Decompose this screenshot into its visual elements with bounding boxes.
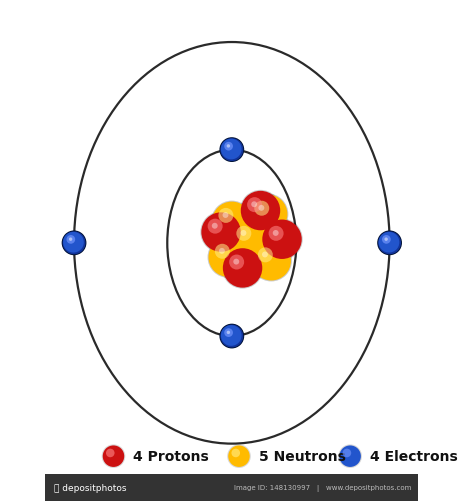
Circle shape xyxy=(211,201,253,242)
Circle shape xyxy=(219,248,225,255)
Circle shape xyxy=(212,223,218,229)
Circle shape xyxy=(215,244,230,259)
Circle shape xyxy=(220,325,243,348)
Circle shape xyxy=(208,219,223,234)
Circle shape xyxy=(241,191,280,231)
Circle shape xyxy=(262,220,302,260)
Circle shape xyxy=(247,194,288,235)
Circle shape xyxy=(338,444,362,468)
Circle shape xyxy=(377,231,402,256)
Text: 4 Electrons: 4 Electrons xyxy=(370,449,457,463)
Circle shape xyxy=(106,449,115,457)
Circle shape xyxy=(227,444,251,468)
Circle shape xyxy=(201,213,241,253)
Circle shape xyxy=(66,235,75,244)
Circle shape xyxy=(221,139,242,160)
Circle shape xyxy=(233,259,239,265)
Circle shape xyxy=(254,201,269,216)
Circle shape xyxy=(103,445,124,467)
Circle shape xyxy=(227,331,230,335)
Circle shape xyxy=(222,247,263,289)
Circle shape xyxy=(229,219,271,261)
Circle shape xyxy=(224,329,233,337)
Circle shape xyxy=(230,220,269,260)
Circle shape xyxy=(240,230,246,236)
Circle shape xyxy=(212,202,252,241)
Circle shape xyxy=(69,238,73,241)
Circle shape xyxy=(247,198,262,213)
Circle shape xyxy=(221,326,242,346)
Circle shape xyxy=(382,235,391,244)
Circle shape xyxy=(219,324,244,349)
Circle shape xyxy=(252,241,291,281)
Circle shape xyxy=(101,444,125,468)
Circle shape xyxy=(208,237,249,279)
Circle shape xyxy=(209,238,248,278)
Circle shape xyxy=(231,449,240,457)
Circle shape xyxy=(237,226,251,241)
Circle shape xyxy=(201,212,242,254)
Circle shape xyxy=(228,445,250,467)
Circle shape xyxy=(223,248,262,288)
Text: ⓓ depositphotos: ⓓ depositphotos xyxy=(55,483,127,492)
Bar xyxy=(46,474,418,501)
Circle shape xyxy=(269,226,283,241)
Circle shape xyxy=(343,449,351,457)
Circle shape xyxy=(223,212,228,218)
Circle shape xyxy=(229,255,244,270)
Circle shape xyxy=(262,252,268,258)
Text: Image ID: 148130997   |   www.depositphotos.com: Image ID: 148130997 | www.depositphotos.… xyxy=(234,484,411,491)
Circle shape xyxy=(379,232,399,253)
Circle shape xyxy=(240,190,281,232)
Circle shape xyxy=(62,231,86,256)
Circle shape xyxy=(273,230,279,236)
Circle shape xyxy=(219,208,233,223)
Circle shape xyxy=(63,232,84,253)
Circle shape xyxy=(339,445,361,467)
Circle shape xyxy=(261,219,303,261)
Circle shape xyxy=(251,240,292,282)
Circle shape xyxy=(384,238,388,241)
Circle shape xyxy=(378,232,401,255)
Circle shape xyxy=(227,145,230,148)
Circle shape xyxy=(248,195,287,234)
Circle shape xyxy=(258,248,273,263)
Circle shape xyxy=(219,138,244,163)
Circle shape xyxy=(63,232,85,255)
Text: 4 Protons: 4 Protons xyxy=(133,449,209,463)
Circle shape xyxy=(251,202,257,208)
Text: 5 Neutrons: 5 Neutrons xyxy=(259,449,346,463)
Circle shape xyxy=(258,205,264,211)
Circle shape xyxy=(224,142,233,151)
Circle shape xyxy=(220,139,243,162)
